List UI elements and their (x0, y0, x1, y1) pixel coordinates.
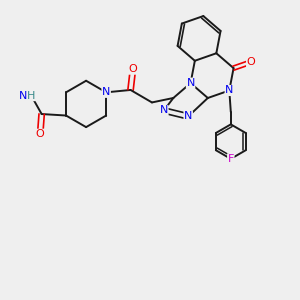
Text: N: N (19, 91, 27, 100)
Text: N: N (102, 87, 110, 97)
Text: O: O (36, 129, 44, 139)
Text: H: H (27, 91, 35, 100)
Text: N: N (186, 78, 195, 88)
Text: N: N (184, 111, 192, 122)
Text: N: N (160, 106, 168, 116)
Text: O: O (128, 64, 137, 74)
Text: F: F (228, 154, 234, 164)
Text: N: N (225, 85, 233, 95)
Text: O: O (247, 57, 255, 67)
